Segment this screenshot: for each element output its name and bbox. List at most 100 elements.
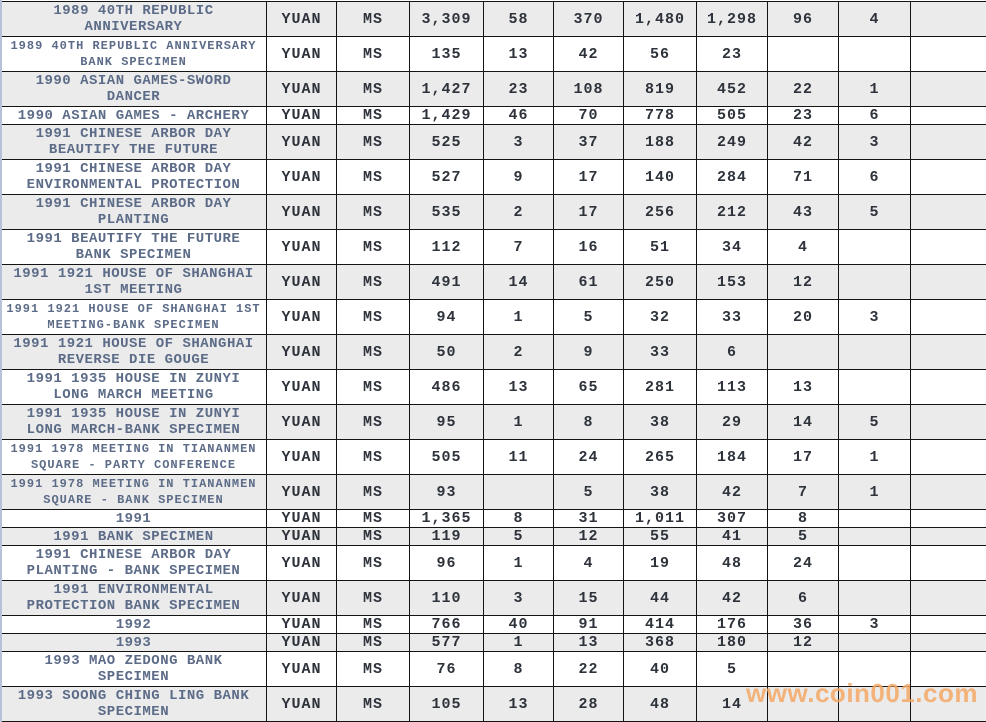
value-cell-3: 61 (553, 264, 624, 300)
grade-scale-cell: MS (336, 194, 410, 230)
coin-name-cell: 1991 1935 HOUSE IN ZUNYI LONG MARCH-BANK … (0, 404, 267, 440)
value-cell-6: 12 (767, 633, 839, 652)
value-cell-6: 4 (767, 229, 839, 265)
value-cell-4: 44 (623, 580, 697, 616)
value-cell-4: 281 (623, 369, 697, 405)
value-cell-4: 256 (623, 194, 697, 230)
value-cell-6: 43 (767, 194, 839, 230)
grade-scale-cell: MS (336, 615, 410, 634)
value-cell-2: 2 (483, 194, 554, 230)
value-cell-2: 8 (483, 651, 554, 687)
value-cell-5: 14 (696, 686, 768, 722)
table-row: 1993 MAO ZEDONG BANK SPECIMEN YUAN MS 76 8 22 4… (0, 651, 986, 687)
value-cell-3: 70 (553, 106, 624, 125)
value-cell-1: 96 (409, 545, 484, 581)
value-cell-2: 40 (483, 615, 554, 634)
table-row: 1990 ASIAN GAMES - ARCHERY YUAN MS 1,429 46 7… (0, 106, 986, 125)
value-cell-3: 5 (553, 299, 624, 335)
table-row: 1991 CHINESE ARBOR DAY PLANTING - BANK SP… (0, 545, 986, 581)
value-cell-7 (838, 686, 911, 722)
value-cell-1: 577 (409, 633, 484, 652)
value-cell-4: 250 (623, 264, 697, 300)
value-cell-3: 65 (553, 369, 624, 405)
value-cell-7: 6 (838, 106, 911, 125)
value-cell-6 (767, 686, 839, 722)
value-cell-5: 113 (696, 369, 768, 405)
coin-name-cell: 1993 (0, 633, 267, 652)
value-cell-3: 5 (553, 474, 624, 510)
currency-cell: YUAN (266, 36, 337, 72)
value-cell-5: 184 (696, 439, 768, 475)
value-cell-6: 42 (767, 124, 839, 160)
value-cell-8 (910, 194, 986, 230)
value-cell-2: 58 (483, 1, 554, 37)
value-cell-4: 1,480 (623, 1, 697, 37)
grade-scale-cell: MS (336, 299, 410, 335)
table-row: 1991 1921 HOUSE OF SHANGHAI 1ST MEETING-B… (0, 299, 986, 335)
value-cell-1: 491 (409, 264, 484, 300)
value-cell-7 (838, 545, 911, 581)
value-cell-4: 188 (623, 124, 697, 160)
coin-name-cell: 1991 1935 HOUSE IN ZUNYI LONG MARCH MEETI… (0, 369, 267, 405)
value-cell-1: 1,365 (409, 509, 484, 528)
value-cell-6: 20 (767, 299, 839, 335)
value-cell-5: 29 (696, 404, 768, 440)
currency-cell: YUAN (266, 159, 337, 195)
value-cell-1: 525 (409, 124, 484, 160)
table-row: 1991 1921 HOUSE OF SHANGHAI REVERSE DIE G… (0, 334, 986, 370)
value-cell-2: 46 (483, 106, 554, 125)
table-row: 1991 1935 HOUSE IN ZUNYI LONG MARCH MEETI… (0, 369, 986, 405)
value-cell-1: 527 (409, 159, 484, 195)
value-cell-4: 1,011 (623, 509, 697, 528)
value-cell-2: 14 (483, 264, 554, 300)
value-cell-2: 1 (483, 633, 554, 652)
value-cell-4: 33 (623, 334, 697, 370)
value-cell-3: 16 (553, 229, 624, 265)
value-cell-8 (910, 651, 986, 687)
table-row: 1991 ENVIRONMENTAL PROTECTION BANK SPECIM… (0, 580, 986, 616)
coin-name-cell: 1993 MAO ZEDONG BANK SPECIMEN (0, 651, 267, 687)
value-cell-3: 42 (553, 36, 624, 72)
value-cell-1: 93 (409, 474, 484, 510)
value-cell-2: 13 (483, 686, 554, 722)
value-cell-1: 1,429 (409, 106, 484, 125)
value-cell-8 (910, 124, 986, 160)
currency-cell: YUAN (266, 334, 337, 370)
value-cell-8 (910, 369, 986, 405)
value-cell-1: 110 (409, 580, 484, 616)
value-cell-2: 8 (483, 509, 554, 528)
table-row: 1993 YUAN MS 577 1 13 368 180 12 (0, 633, 986, 652)
coin-name-cell: 1991 CHINESE ARBOR DAY PLANTING - BANK SP… (0, 545, 267, 581)
coin-name-cell: 1993 SOONG CHING LING BANK SPECIMEN (0, 686, 267, 722)
value-cell-4: 56 (623, 36, 697, 72)
grade-scale-cell: MS (336, 686, 410, 722)
value-cell-7: 3 (838, 299, 911, 335)
currency-cell: YUAN (266, 124, 337, 160)
value-cell-1: 766 (409, 615, 484, 634)
value-cell-8 (910, 299, 986, 335)
currency-cell: YUAN (266, 404, 337, 440)
value-cell-8 (910, 615, 986, 634)
coin-name-cell: 1990 ASIAN GAMES - ARCHERY (0, 106, 267, 125)
value-cell-5: 249 (696, 124, 768, 160)
currency-cell: YUAN (266, 527, 337, 546)
coin-name-cell: 1991 BANK SPECIMEN (0, 527, 267, 546)
value-cell-8 (910, 71, 986, 107)
grade-scale-cell: MS (336, 509, 410, 528)
value-cell-2: 23 (483, 71, 554, 107)
value-cell-5: 23 (696, 36, 768, 72)
table-row: 1991 1921 HOUSE OF SHANGHAI 1ST MEETING YU… (0, 264, 986, 300)
value-cell-3: 9 (553, 334, 624, 370)
table-row: 1991 1935 HOUSE IN ZUNYI LONG MARCH-BANK … (0, 404, 986, 440)
coin-name-cell: 1991 CHINESE ARBOR DAY BEAUTIFY THE FUTUR… (0, 124, 267, 160)
value-cell-5: 153 (696, 264, 768, 300)
coin-name-cell: 1991 BEAUTIFY THE FUTURE BANK SPECIMEN (0, 229, 267, 265)
value-cell-7 (838, 580, 911, 616)
table-row: 1993 SOONG CHING LING BANK SPECIMEN YUAN MS… (0, 686, 986, 722)
coin-name-cell: 1991 1921 HOUSE OF SHANGHAI REVERSE DIE G… (0, 334, 267, 370)
coin-name-cell: 1991 (0, 509, 267, 528)
coin-name-cell: 1991 CHINESE ARBOR DAY ENVIRONMENTAL PROT… (0, 159, 267, 195)
grade-scale-cell: MS (336, 106, 410, 125)
grade-scale-cell: MS (336, 159, 410, 195)
